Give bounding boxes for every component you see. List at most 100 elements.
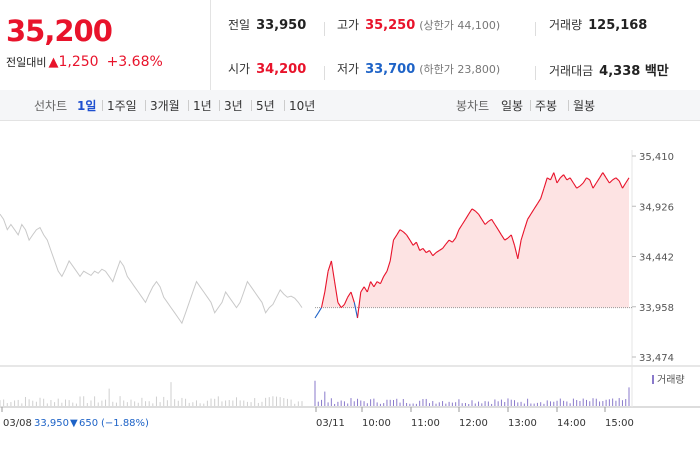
today-line-segment (497, 229, 502, 236)
today-line-segment (439, 247, 443, 251)
today-line-segment (536, 198, 542, 205)
today-line-segment (383, 270, 388, 277)
today-line-segment (320, 291, 326, 308)
today-line-segment (471, 208, 476, 212)
today-line-segment (363, 286, 368, 293)
today-line-segment (491, 219, 496, 225)
today-line-segment (350, 291, 355, 303)
today-line-segment (563, 174, 568, 181)
today-line-segment (317, 307, 322, 314)
stat-2: 거래량 125,168 (549, 16, 647, 33)
y-tick-label: 34,442 (639, 253, 674, 264)
today-line-segment (356, 291, 362, 319)
today-line-segment (373, 281, 378, 288)
today-line-segment (379, 276, 385, 284)
today-line-segment (566, 177, 571, 181)
current-price: 35,200 (6, 14, 113, 48)
stat-key: 거래량 (549, 18, 583, 32)
today-line-segment (609, 179, 613, 184)
today-line-segment (366, 281, 372, 293)
candle-tab-2[interactable]: 월봉 (573, 99, 596, 113)
stat-4: 저가 33,700 (하한가 23,800) (337, 60, 500, 77)
today-line-segment (406, 234, 411, 241)
today-line-segment (314, 312, 319, 319)
today-line-segment (543, 177, 548, 189)
toolbar-separator (145, 100, 146, 111)
today-line-segment (625, 177, 630, 184)
stat-value: 33,950 (256, 18, 307, 33)
today-line-segment (343, 296, 349, 305)
period-tab-6[interactable]: 10년 (289, 99, 316, 113)
today-line-segment (500, 234, 506, 241)
today-line-segment (615, 177, 620, 182)
period-tab-1[interactable]: 1주일 (107, 99, 137, 113)
today-line-segment (468, 208, 473, 215)
candle-tab-0[interactable]: 일봉 (501, 99, 524, 113)
today-line-segment (507, 234, 512, 239)
today-line-segment (399, 229, 404, 233)
stat-key: 거래대금 (549, 64, 594, 78)
x-tick-label: 03/11 (316, 418, 345, 429)
stat-sub: (하한가 23,800) (419, 63, 501, 76)
change-label: 전일대비 (6, 56, 47, 69)
prev-note-pct: (−1.88%) (101, 418, 149, 429)
today-line-segment (360, 286, 365, 293)
today-area-fill (315, 172, 629, 308)
stat-value: 4,338 백만 (599, 64, 669, 79)
price-box: 35,200 전일대비 ▲1,250 +3.68% (0, 0, 211, 90)
candle-tab-1[interactable]: 주봉 (535, 99, 558, 113)
today-line-segment (576, 185, 581, 189)
today-line-segment (402, 231, 407, 236)
today-line-segment (504, 237, 509, 241)
prev-day-note: 03/08 33,950 ▼ 650 (−1.88%) (3, 418, 149, 429)
stat-key: 시가 (228, 62, 251, 76)
today-line-segment (602, 172, 607, 179)
prev-note-change: 650 (79, 418, 98, 429)
x-tick-label: 12:00 (459, 418, 488, 429)
today-line-segment (546, 177, 551, 181)
period-tab-4[interactable]: 3년 (224, 99, 243, 113)
today-line-segment (517, 240, 522, 259)
today-line-segment (530, 208, 535, 215)
stat-separator (535, 22, 536, 36)
toolbar-separator (102, 100, 103, 111)
today-line-segment (448, 239, 453, 243)
stat-separator (324, 66, 325, 80)
today-line-segment (409, 239, 414, 246)
volume-legend-label: 거래량 (657, 374, 685, 386)
today-line-segment (592, 182, 597, 189)
stat-value: 33,700 (365, 62, 416, 77)
today-line-segment (429, 250, 434, 256)
today-line-segment (579, 182, 584, 187)
today-line-segment (595, 177, 601, 184)
toolbar-separator (188, 100, 189, 111)
today-line-segment (553, 172, 558, 184)
period-tab-2[interactable]: 3개월 (150, 99, 180, 113)
stat-value: 125,168 (588, 18, 648, 33)
y-tick-label: 33,474 (639, 353, 674, 364)
today-line-segment (589, 179, 594, 189)
today-line-segment (474, 210, 479, 215)
today-line-segment (327, 260, 332, 272)
stat-separator (535, 66, 536, 80)
stat-1: 고가 35,250 (상한가 44,100) (337, 16, 500, 33)
today-line-segment (340, 304, 345, 308)
candle-chart-label: 봉차트 (456, 99, 490, 113)
up-triangle-icon: ▲ (48, 55, 59, 70)
today-line-segment (435, 250, 440, 254)
period-tab-0[interactable]: 1일 (77, 99, 97, 113)
stat-key: 전일 (228, 18, 251, 32)
today-line-segment (425, 250, 430, 254)
today-line-segment (494, 224, 499, 230)
period-tab-3[interactable]: 1년 (193, 99, 212, 113)
toolbar-separator (219, 100, 220, 111)
today-line-segment (396, 229, 401, 236)
stat-value: 34,200 (256, 62, 307, 77)
period-tab-5[interactable]: 5년 (256, 99, 275, 113)
today-line-segment (461, 219, 466, 225)
price-chart: 35,410 34,926 34,442 33,958 33,474 03/08 03/1… (0, 150, 700, 429)
toolbar-separator (568, 100, 569, 111)
today-line-segment (559, 174, 564, 179)
y-tick-label: 33,958 (639, 303, 674, 314)
today-line-segment (540, 188, 545, 199)
